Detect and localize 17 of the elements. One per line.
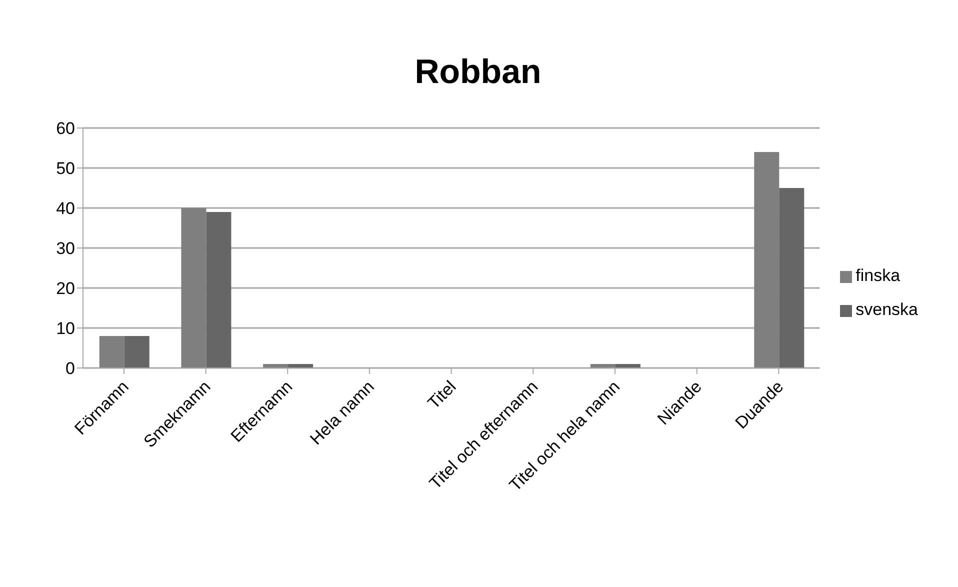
y-tick-label: 10 — [56, 319, 75, 338]
legend-label: svenska — [856, 300, 918, 319]
bar — [181, 208, 206, 368]
y-tick-label: 40 — [56, 199, 75, 218]
legend-label: finska — [856, 266, 900, 285]
x-tick-label: Titel — [424, 377, 460, 413]
chart-title: Robban — [414, 53, 542, 92]
y-tick-label: 60 — [56, 119, 75, 138]
y-tick-label: 20 — [56, 279, 75, 298]
y-tick-label: 30 — [56, 239, 75, 258]
bar — [779, 188, 804, 368]
bar — [99, 336, 124, 368]
bar — [124, 336, 150, 368]
y-tick-label: 50 — [56, 159, 75, 178]
y-tick-label: 0 — [66, 359, 75, 378]
bar — [206, 212, 232, 368]
bar — [754, 152, 780, 368]
